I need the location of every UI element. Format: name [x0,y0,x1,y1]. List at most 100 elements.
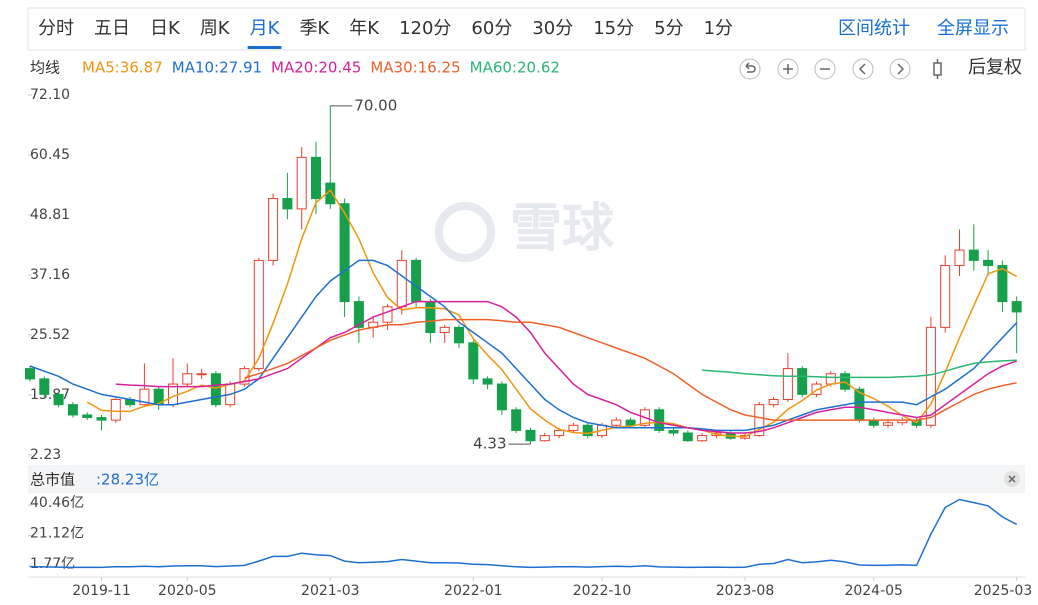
candle-button[interactable] [933,59,942,79]
range-stats[interactable]: 区间统计 [838,18,910,39]
candle-body [997,265,1008,303]
candle-body [968,249,979,261]
y-tick-label: 60.45 [30,147,70,163]
candle-body [353,301,364,328]
watermark-text: 雪球 [510,199,615,259]
candle-body [67,404,78,416]
left-button[interactable] [852,58,874,80]
candle-body [568,424,579,431]
candle-body [954,249,965,267]
candle-body [296,156,307,210]
tab[interactable]: 季K [299,18,330,39]
candle-body [1011,301,1022,313]
tab[interactable]: 年K [349,18,380,39]
candle-body [883,422,893,426]
ma-line [244,318,1017,421]
undo-button[interactable] [739,58,761,80]
zoom-out-button[interactable] [814,58,836,80]
ma-line [115,300,1017,434]
y-tick-label: 13.87 [30,387,70,403]
y-tick-label: 37.16 [30,267,70,283]
fullscreen[interactable]: 全屏显示 [937,18,1009,39]
x-tick-label: 2020-05 [158,583,217,599]
candle-body [25,368,35,380]
y-tick-label: 40.46亿 [30,495,84,511]
candle-body [210,373,221,406]
candle-body [396,259,407,308]
tab[interactable]: 日K [150,18,181,39]
candle-body [940,265,951,328]
tab[interactable]: 120分 [399,18,451,39]
cap-header [28,465,1025,493]
cap-line [29,498,1018,569]
candle-body [439,326,450,334]
active-underline [247,46,282,49]
ma-line [702,359,1017,379]
x-tick-label: 2023-08 [716,583,775,599]
candle-body [782,368,793,401]
candle-body [496,383,507,411]
tab[interactable]: 五日 [94,18,130,39]
tab[interactable]: 15分 [593,18,634,39]
candle-body [525,429,536,442]
candle-body [382,306,393,323]
candle-body [96,417,107,421]
legend-entry: MA5:36.87 [82,59,163,77]
candle-body [754,404,765,437]
plot: 72.10 60.45 48.81 37.16 25.52 13.87 2.23 70.00 4… [25,87,1032,599]
candle-body [425,301,436,334]
tab[interactable]: 30分 [532,18,573,39]
y-tick-label: 21.12亿 [30,526,84,542]
watermark: 雪球 [435,199,615,262]
candle-body [511,409,522,431]
x-tick-label: 2022-01 [444,583,503,599]
legend-entry: MA20:20.45 [271,59,361,77]
x-tick-label: 2024-05 [844,583,903,599]
candle-body [983,259,994,267]
candle-body [39,378,50,395]
zoom-in-button[interactable] [777,58,799,80]
restore-mode[interactable]: 后复权 [968,57,1022,78]
candle-body [797,368,808,395]
candle-body [697,435,708,442]
candle-body [668,429,679,434]
legend-entry: MA30:16.25 [370,59,460,77]
candle-body [482,378,493,385]
candle-body [454,326,464,344]
annotation-label: 4.33 [473,435,506,453]
tab[interactable]: 月K [250,18,281,39]
candle-body [196,373,207,376]
candle-body [268,198,279,261]
candle-body [182,373,193,385]
tab[interactable]: 周K [200,18,231,39]
y-tick-label: 25.52 [30,327,70,343]
candle-body [554,429,565,437]
tab[interactable]: 5分 [654,18,683,39]
y-tick-label: 2.23 [30,447,61,463]
tab-group: 分时 五日 日K 周K 月K 季K 年K 120分 60分 30分 15分 5分 1分 [38,18,733,49]
x-tick-label: 2022-10 [573,583,632,599]
candle-body [825,373,836,385]
cap-label: 总市值 [30,471,75,489]
ma-label: 均线 [30,59,60,77]
candle-body [139,388,150,406]
candle-body [611,419,622,426]
tab[interactable]: 60分 [471,18,512,39]
x-tick-label: 2021-03 [301,583,360,599]
candle-body [53,393,64,406]
ma-legend: MA5:36.87 MA10:27.91 MA20:20.45 MA30:16.25 M… [82,59,560,77]
toolbar [739,58,942,80]
candle-body [339,203,350,303]
close-button[interactable] [1004,471,1020,487]
tab[interactable]: 分时 [38,18,74,39]
right-button[interactable] [889,58,911,80]
cap-value: :28.23亿 [96,471,159,489]
candle-body [539,435,550,442]
candle-body [682,432,693,442]
tab[interactable]: 1分 [704,18,733,39]
candle-body [654,409,665,431]
x-tick-label: 2019-11 [72,583,131,599]
y-tick-label: 48.81 [30,207,70,223]
y-tick-label: 72.10 [30,87,70,103]
